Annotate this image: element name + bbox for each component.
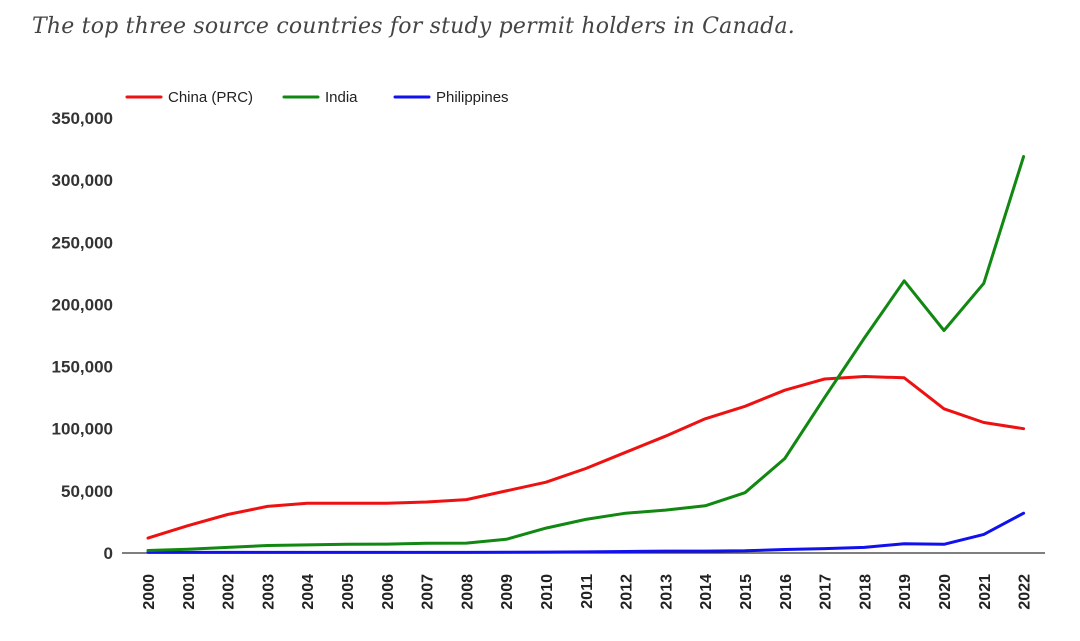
- series-lines: [146, 155, 1026, 554]
- series-line-india: [146, 155, 1026, 552]
- chart-title: The top three source countries for study…: [32, 14, 795, 39]
- y-tick-label: 150,000: [52, 358, 113, 377]
- x-axis: 2000 2001 2002 2003 2004 2005 2006 2007 2008 2009…: [122, 552, 1045, 610]
- y-tick-label: 250,000: [52, 233, 113, 252]
- x-tick-label: 2015: [738, 574, 755, 610]
- series-line-china-prc: [146, 375, 1026, 540]
- series-line-philippines: [146, 511, 1026, 554]
- x-tick-label: 2013: [658, 574, 675, 610]
- x-tick-label: 2020: [937, 574, 954, 610]
- x-tick-label: 2002: [221, 574, 238, 610]
- legend: China (PRC) India Philippines: [125, 89, 509, 106]
- x-tick-label: 2012: [619, 574, 636, 610]
- y-tick-label: 100,000: [52, 420, 113, 439]
- x-tick-label: 2008: [459, 574, 476, 610]
- x-tick-label: 2011: [579, 574, 596, 609]
- x-tick-label: 2005: [340, 574, 357, 610]
- x-tick-label: 2007: [420, 574, 437, 610]
- y-axis: 0 50,000 100,000 150,000 200,000 250,000 300,0…: [52, 109, 113, 563]
- x-tick-label: 2001: [181, 574, 198, 610]
- legend-label: India: [325, 89, 358, 106]
- x-tick-label: 2022: [1017, 574, 1034, 610]
- x-tick-label: 2016: [778, 574, 795, 610]
- x-tick-label: 2018: [857, 574, 874, 610]
- y-tick-label: 50,000: [61, 482, 113, 501]
- y-tick-label: 350,000: [52, 109, 113, 128]
- x-tick-label: 2000: [141, 574, 158, 610]
- x-tick-label: 2014: [698, 574, 715, 610]
- x-tick-label: 2017: [818, 574, 835, 610]
- y-tick-label: 300,000: [52, 171, 113, 190]
- x-tick-label: 2009: [499, 574, 516, 610]
- legend-label: Philippines: [436, 89, 509, 106]
- legend-label: China (PRC): [168, 89, 253, 106]
- x-tick-label: 2003: [260, 574, 277, 610]
- y-tick-label: 0: [104, 544, 113, 563]
- x-tick-label: 2004: [300, 574, 317, 610]
- y-tick-label: 200,000: [52, 295, 113, 314]
- x-tick-label: 2019: [897, 574, 914, 610]
- x-tick-label: 2021: [977, 574, 994, 610]
- x-tick-label: 2010: [539, 574, 556, 610]
- x-tick-label: 2006: [380, 574, 397, 610]
